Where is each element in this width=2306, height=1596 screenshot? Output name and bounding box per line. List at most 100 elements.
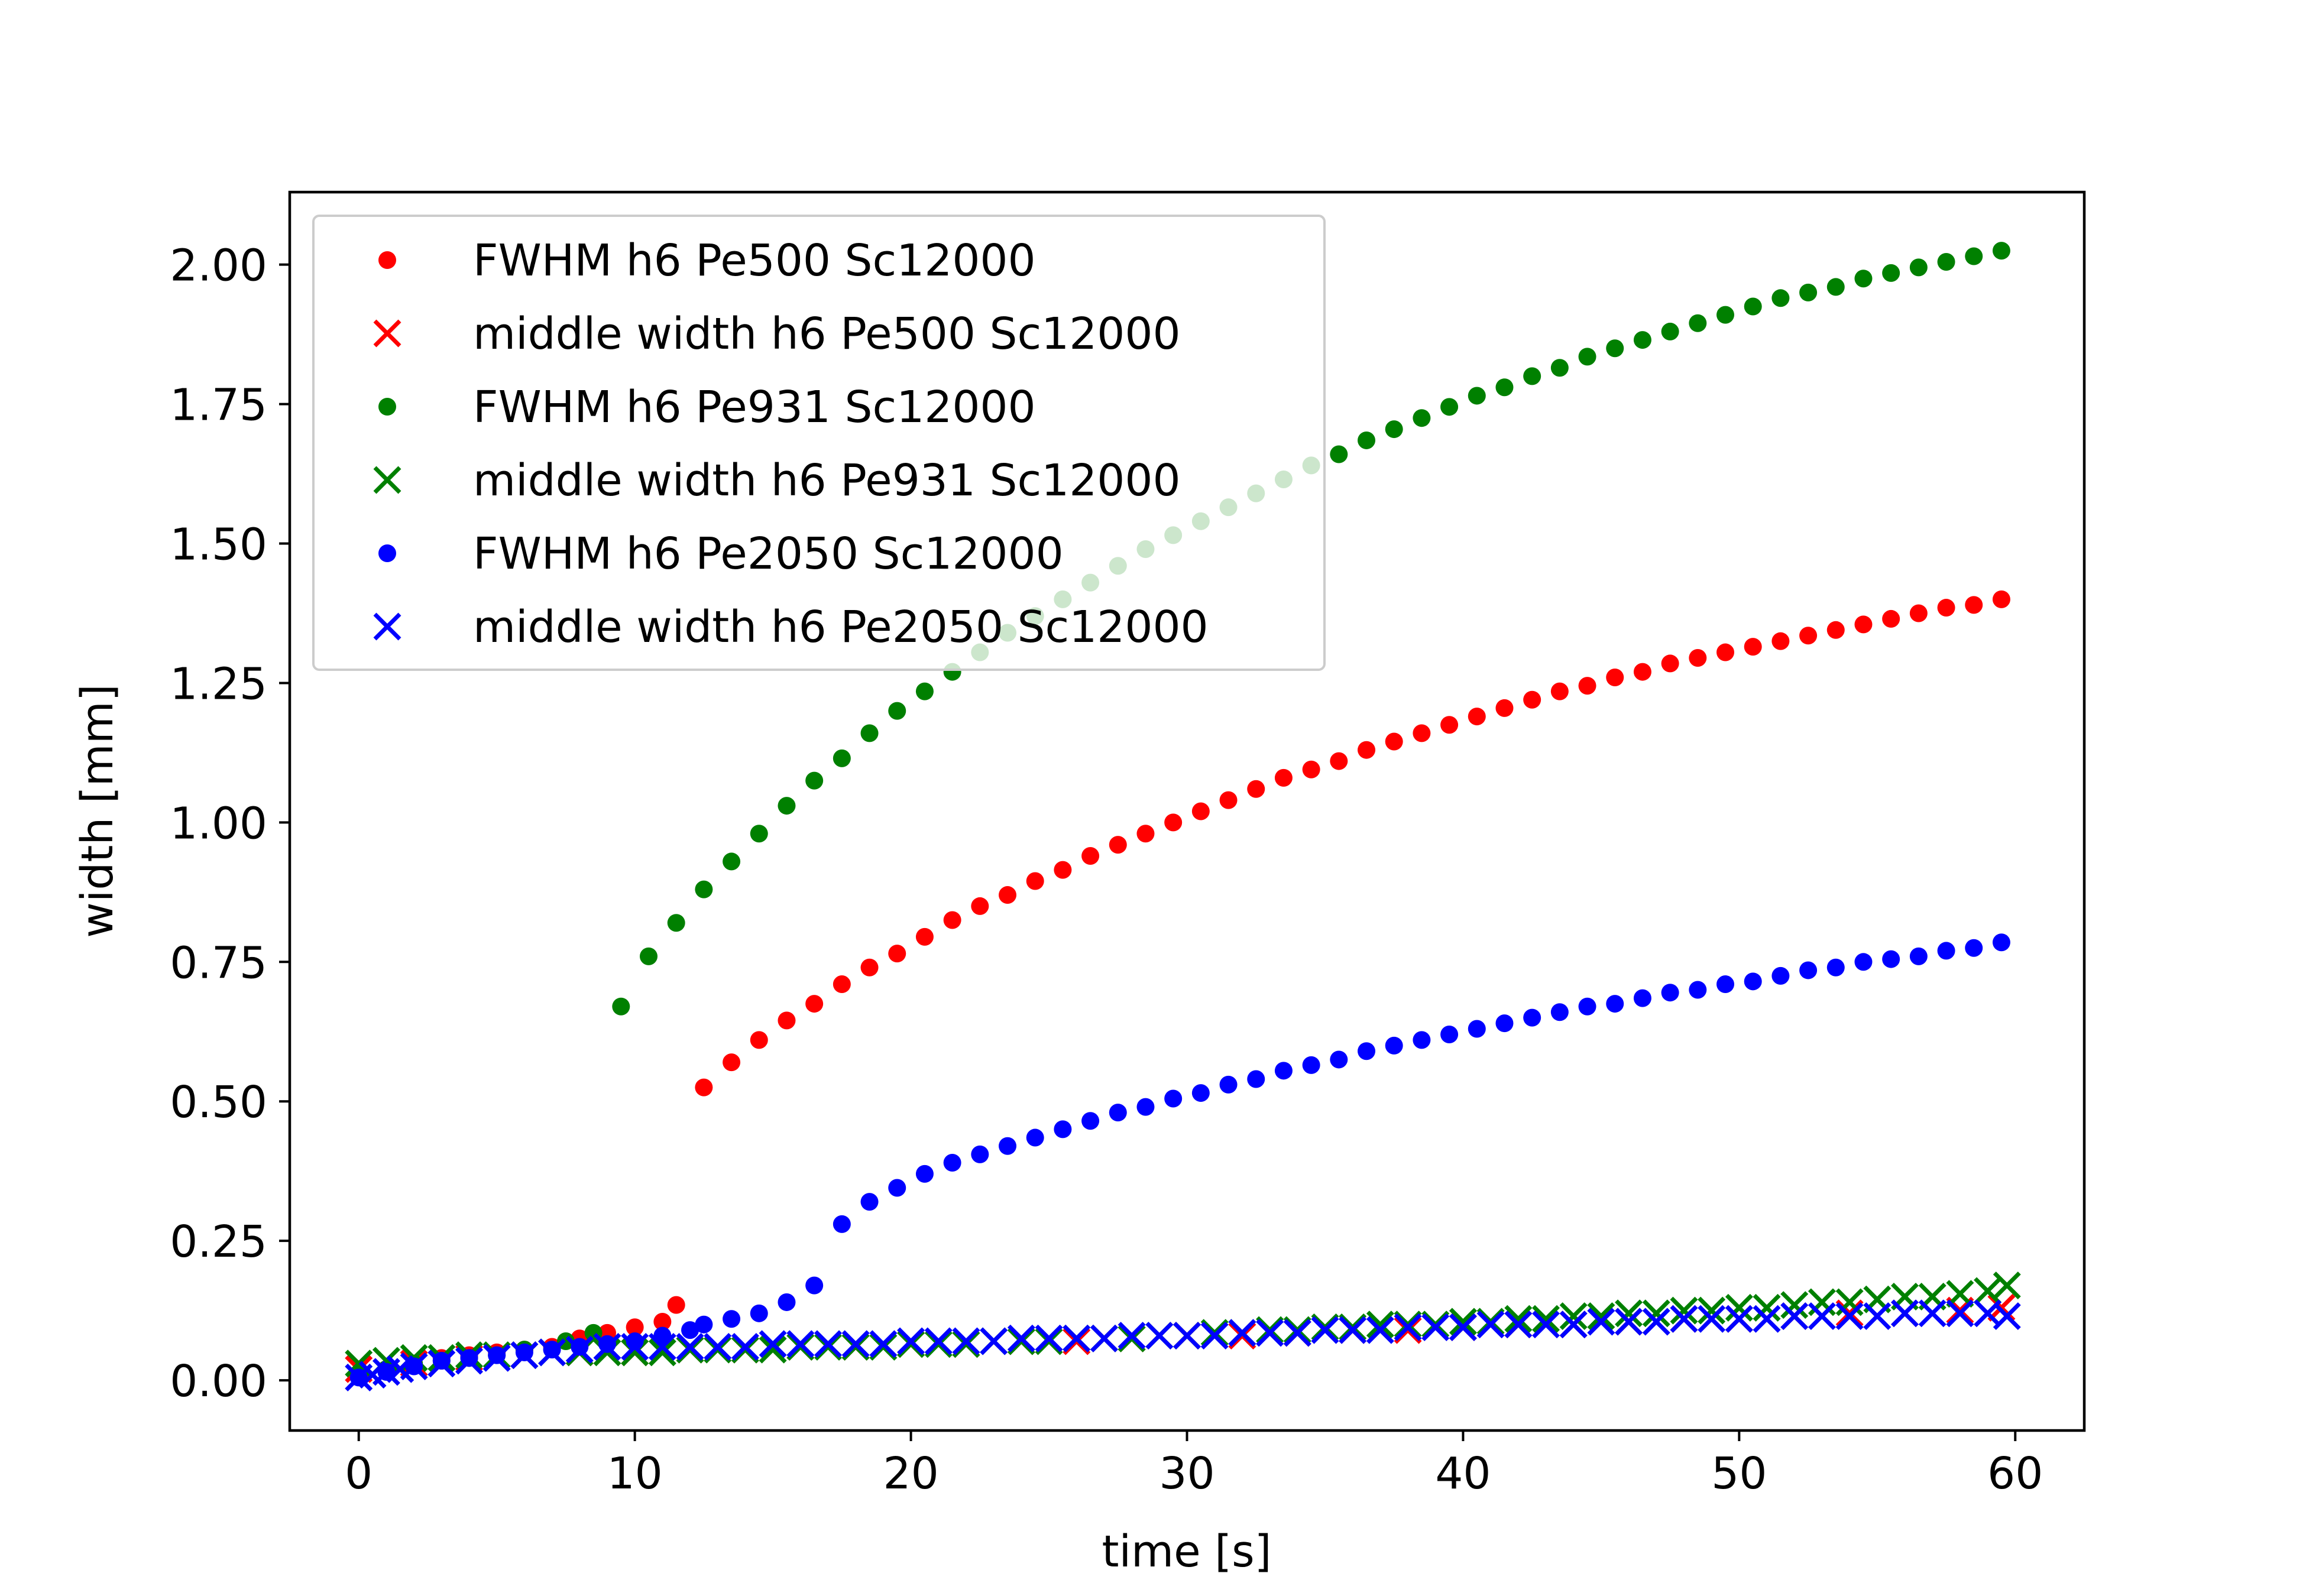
series-4-point-31 (1191, 1084, 1210, 1102)
series-5-point-34 (1228, 1319, 1256, 1347)
series-4-point-28 (1109, 1104, 1127, 1122)
x-tick-label-6: 60 (1987, 1448, 2043, 1499)
series-2-point-58 (1965, 247, 1983, 265)
series-3-point-58 (1946, 1280, 1974, 1308)
series-5-point-21-stroke-b (869, 1330, 898, 1358)
series-3-point-44-stroke-b (1559, 1302, 1588, 1331)
series-4-point-39 (1413, 1031, 1431, 1049)
series-2-point-19 (888, 702, 906, 720)
series-5-point-45-stroke-b (1532, 1310, 1560, 1339)
series-2-point-10 (640, 947, 658, 965)
series-5-point-43 (1476, 1310, 1505, 1339)
series-2-point-39 (1440, 398, 1459, 416)
series-2-point-37 (1385, 420, 1403, 439)
series-0-point-57 (1909, 604, 1928, 622)
series-5-point-23-stroke-b (924, 1327, 953, 1355)
legend-entries: FWHM h6 Pe500 Sc12000 middle width h6 Pe5… (373, 235, 1209, 653)
series-4-point-53 (1799, 961, 1818, 979)
series-5-point-27-stroke-b (1035, 1324, 1063, 1352)
series-5-point-48 (1615, 1308, 1643, 1336)
series-2-point-38 (1413, 409, 1431, 427)
series-4-point-29 (1136, 1098, 1155, 1116)
series-4-point-30 (1164, 1089, 1183, 1108)
series-0-point-51 (1744, 638, 1762, 656)
series-3-point-59-stroke-b (1974, 1277, 2002, 1305)
series-5-point-56 (1835, 1302, 1864, 1331)
series-2-point-17 (833, 749, 851, 767)
series-4-point-36 (1330, 1050, 1348, 1069)
x-tick-label-2: 20 (883, 1448, 938, 1499)
series-4-point-51 (1744, 972, 1762, 991)
series-3-point-51-stroke-b (1753, 1293, 1781, 1322)
series-4-point-42 (1495, 1014, 1514, 1033)
series-5-point-60-stroke-b (1946, 1299, 1974, 1328)
x-tick-label-1: 10 (607, 1448, 663, 1499)
series-4-point-52 (1771, 966, 1790, 985)
series-5-point-46 (1559, 1310, 1588, 1339)
series-3-point-52 (1780, 1291, 1809, 1319)
series-5-point-18-stroke-b (786, 1330, 815, 1358)
series-5-point-33-stroke-b (1200, 1322, 1229, 1350)
series-4-point-22 (943, 1154, 961, 1172)
y-tick-label-8: 2.00 (170, 241, 267, 291)
series-5-point-25 (980, 1327, 1008, 1355)
series-4-point-40 (1440, 1025, 1459, 1043)
series-0-point-32 (1219, 791, 1238, 809)
series-5-point-59 (1918, 1299, 1947, 1328)
series-5-point-22-stroke-b (897, 1327, 925, 1355)
series-5-point-55-stroke-b (1808, 1302, 1836, 1331)
series-4-point-59 (1965, 939, 1983, 957)
series-5-point-17-stroke-b (759, 1330, 787, 1358)
axis-ticks: 0 10 20 30 40 50 60 0.00 0.25 0.50 0.75 1.00 1.25 1.5… (170, 241, 2043, 1499)
legend-marker-2 (378, 398, 396, 416)
series-4-point-34 (1274, 1062, 1293, 1080)
series-0-point-17 (805, 995, 824, 1013)
legend-label-0: FWHM h6 Pe500 Sc12000 (473, 235, 1036, 286)
series-5-point-50-stroke-b (1670, 1305, 1698, 1333)
series-5-point-25-stroke-b (980, 1327, 1008, 1355)
series-5-point-15-stroke-b (704, 1332, 732, 1361)
series-0-point-22 (943, 911, 961, 929)
series-5-point-46-stroke-b (1559, 1310, 1588, 1339)
series-3-point-59 (1974, 1277, 2002, 1305)
series-5-point-27 (1035, 1324, 1063, 1352)
series-0-point-58 (1937, 599, 1955, 617)
plot-marks (345, 242, 2021, 1391)
series-0-point-59 (1965, 596, 1983, 614)
series-5-point-56-stroke-b (1835, 1302, 1864, 1331)
series-5-point-49-stroke-b (1642, 1308, 1670, 1336)
series-5-point-24 (952, 1327, 980, 1355)
series-2-point-41 (1495, 378, 1514, 397)
series-5-point-58 (1891, 1299, 1919, 1328)
series-0-point-12 (667, 1296, 685, 1314)
series-0-point-26 (1054, 861, 1072, 879)
series-5-point-38 (1339, 1316, 1367, 1344)
series-5-point-44-stroke-b (1504, 1310, 1533, 1339)
legend-marker-4 (378, 544, 396, 562)
series-4-point-13 (695, 1315, 713, 1334)
series-3-point-58-stroke-b (1946, 1280, 1974, 1308)
series-5-point-42 (1449, 1313, 1477, 1341)
series-5-point-21 (869, 1330, 898, 1358)
series-5-point-40 (1394, 1313, 1422, 1341)
series-0-point-44 (1550, 682, 1569, 700)
series-2-point-57 (1937, 252, 1955, 271)
legend-marker-5 (373, 612, 401, 641)
series-5-point-51-stroke-b (1698, 1305, 1726, 1333)
y-tick-label-4: 1.00 (170, 798, 267, 849)
series-5-point-14-stroke-b (676, 1332, 704, 1361)
series-2-point-14 (750, 825, 768, 843)
series-5-point-58-stroke-b (1891, 1299, 1919, 1328)
series-2-point-43 (1550, 359, 1569, 377)
series-5-point-5-stroke-b (427, 1350, 456, 1378)
series-5-point-40-stroke-b (1394, 1313, 1422, 1341)
series-5-point-35-stroke-b (1256, 1319, 1284, 1347)
series-3-point-52-stroke-b (1780, 1291, 1809, 1319)
series-5-point-34-stroke-b (1228, 1319, 1256, 1347)
series-5-point-4-stroke-b (400, 1352, 428, 1380)
series-5-point-11 (593, 1332, 621, 1361)
series-5-point-5 (427, 1350, 456, 1378)
series-0-point-49 (1689, 648, 1707, 667)
series-2-point-50 (1744, 297, 1762, 316)
series-4-point-56 (1882, 950, 1900, 968)
